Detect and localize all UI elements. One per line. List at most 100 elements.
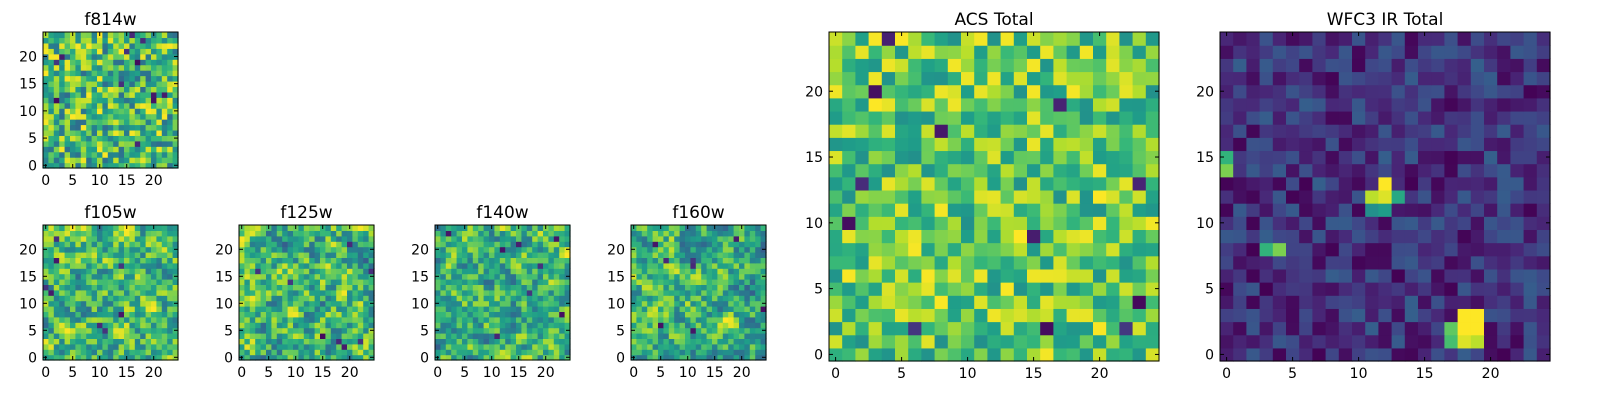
heatmap-cell	[1312, 45, 1327, 59]
heatmap-cell	[124, 338, 130, 345]
heatmap-cell	[1418, 71, 1432, 86]
heatmap-cell	[314, 246, 321, 253]
heatmap-cell	[140, 343, 147, 350]
heatmap-cell	[1391, 347, 1406, 362]
heatmap-cell	[1233, 58, 1247, 73]
heatmap-cell	[521, 306, 528, 312]
heatmap-cell	[167, 140, 174, 147]
heatmap-cell	[652, 338, 659, 345]
heatmap-cell	[287, 343, 294, 350]
heatmap-cell	[113, 140, 120, 147]
heatmap-cell	[172, 230, 179, 237]
heatmap-cell	[102, 80, 109, 87]
heatmap-cell	[1132, 216, 1147, 230]
heatmap-cell	[1145, 347, 1160, 362]
heatmap-cell	[499, 241, 506, 248]
heatmap-cell	[1259, 334, 1274, 349]
heatmap-cell	[129, 32, 136, 39]
heatmap-cell	[467, 230, 474, 237]
heatmap-cell	[516, 333, 522, 339]
heatmap-cell	[266, 349, 272, 356]
heatmap-cell	[456, 295, 463, 302]
heatmap-cell	[908, 110, 922, 125]
heatmap-cell	[1444, 163, 1459, 178]
heatmap-cell	[494, 354, 501, 361]
heatmap-cell	[161, 279, 168, 285]
heatmap-cell	[1352, 97, 1366, 112]
heatmap-cell	[1404, 334, 1419, 349]
heatmap-cell	[663, 333, 670, 339]
heatmap-cell	[712, 300, 718, 307]
heatmap-cell	[706, 343, 713, 350]
heatmap-cell	[1510, 347, 1525, 362]
heatmap-cell	[647, 311, 654, 318]
heatmap-cell	[1404, 71, 1419, 86]
heatmap-cell	[1000, 242, 1015, 257]
heatmap-cell	[70, 230, 76, 237]
heatmap-cell	[881, 334, 896, 349]
heatmap-cell	[336, 273, 343, 280]
heatmap-cell	[987, 268, 1002, 283]
heatmap-cell	[70, 59, 76, 66]
heatmap-cell	[134, 338, 141, 345]
heatmap-cell	[947, 150, 962, 165]
heatmap-cell	[1000, 32, 1015, 46]
heatmap-cell	[1093, 347, 1107, 362]
heatmap-cell	[695, 241, 702, 248]
heatmap-cell	[1444, 110, 1459, 125]
heatmap-cell	[1470, 347, 1485, 362]
heatmap-cell	[548, 241, 555, 248]
axes-frame	[238, 224, 375, 361]
heatmap-cell	[113, 295, 120, 302]
heatmap-cell	[249, 322, 256, 329]
heatmap-cell	[868, 334, 883, 349]
heatmap-cell	[881, 268, 896, 283]
heatmap-cell	[161, 75, 168, 82]
heatmap-cell	[1352, 242, 1366, 257]
heatmap-cell	[113, 37, 120, 44]
heatmap-cell	[53, 91, 60, 98]
heatmap-cell	[934, 71, 949, 86]
heatmap-cell	[1119, 45, 1134, 59]
heatmap-cell	[647, 354, 654, 361]
heatmap-cell	[1079, 334, 1094, 349]
heatmap-cell	[303, 252, 310, 258]
heatmap-cell	[548, 311, 555, 318]
heatmap-cell	[86, 113, 93, 120]
heatmap-cell	[739, 306, 745, 312]
heatmap-cell	[685, 289, 691, 296]
heatmap-cell	[151, 113, 157, 120]
heatmap-cell	[70, 316, 76, 323]
heatmap-cell	[532, 252, 539, 258]
heatmap-cell	[1259, 216, 1274, 230]
heatmap-cell	[102, 279, 109, 285]
heatmap-cell	[80, 333, 87, 339]
heatmap-cell	[75, 48, 82, 55]
heatmap-cell	[467, 252, 474, 258]
heatmap-cell	[309, 262, 316, 269]
heatmap-cell	[1079, 32, 1094, 46]
heatmap-cell	[722, 257, 729, 264]
heatmap-cell	[151, 119, 157, 126]
heatmap-cell	[276, 225, 283, 231]
heatmap-cell	[728, 349, 735, 356]
heatmap-cell	[161, 80, 168, 87]
heatmap-cell	[97, 311, 103, 318]
heatmap-cell	[260, 252, 267, 258]
heatmap-cell	[357, 343, 364, 350]
heatmap-cell	[1536, 163, 1551, 178]
heatmap-cell	[1338, 124, 1353, 138]
heatmap-cell	[663, 230, 670, 237]
heatmap-cell	[107, 322, 114, 329]
heatmap-cell	[440, 273, 447, 280]
heatmap-cell	[717, 273, 724, 280]
heatmap-cell	[298, 338, 305, 345]
heatmap-cell	[145, 268, 152, 275]
heatmap-cell	[1312, 58, 1327, 73]
heatmap-cell	[695, 257, 702, 264]
heatmap-cell	[537, 273, 544, 280]
heatmap-cell	[435, 241, 441, 248]
heatmap-cell	[1233, 229, 1247, 244]
heatmap-cell	[842, 137, 856, 152]
heatmap-cell	[145, 146, 152, 153]
